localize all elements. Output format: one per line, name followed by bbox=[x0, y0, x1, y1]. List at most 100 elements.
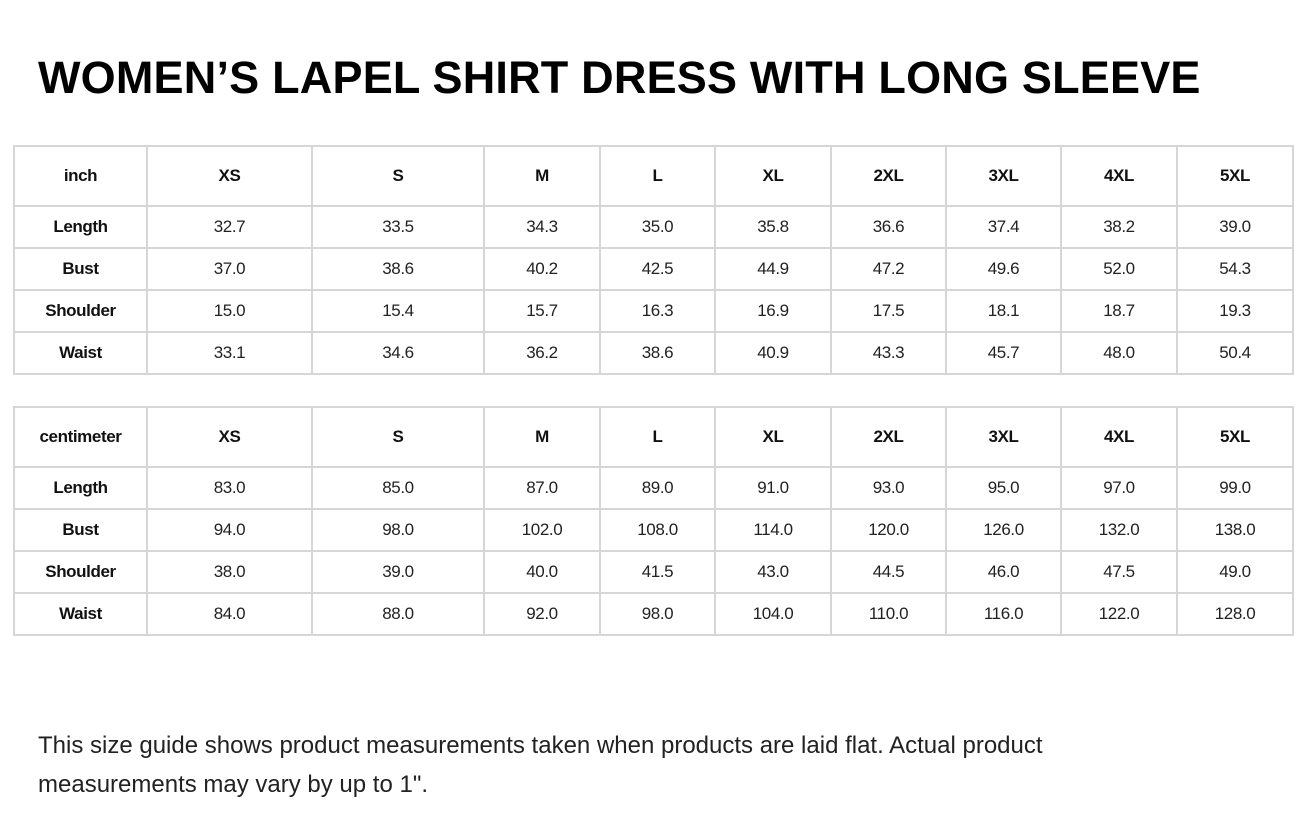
measurement-value: 102.0 bbox=[483, 508, 601, 552]
size-header: L bbox=[599, 145, 716, 207]
measurement-value: 39.0 bbox=[311, 550, 485, 594]
measurement-value: 32.7 bbox=[146, 205, 313, 249]
size-header: 5XL bbox=[1176, 145, 1294, 207]
measurement-value: 15.7 bbox=[483, 289, 601, 333]
measurement-value: 41.5 bbox=[599, 550, 716, 594]
measurement-value: 84.0 bbox=[146, 592, 313, 636]
size-header: 3XL bbox=[945, 145, 1062, 207]
measurement-label: Length bbox=[13, 205, 148, 249]
size-header: 4XL bbox=[1060, 145, 1178, 207]
size-header: XL bbox=[714, 145, 832, 207]
measurement-value: 126.0 bbox=[945, 508, 1062, 552]
measurement-value: 38.0 bbox=[146, 550, 313, 594]
measurement-label: Shoulder bbox=[13, 550, 148, 594]
measurement-label: Bust bbox=[13, 508, 148, 552]
measurement-value: 94.0 bbox=[146, 508, 313, 552]
measurement-value: 83.0 bbox=[146, 466, 313, 510]
measurement-value: 85.0 bbox=[311, 466, 485, 510]
measurement-value: 95.0 bbox=[945, 466, 1062, 510]
header-row: centimeter XS S M L XL 2XL 3XL 4XL 5XL bbox=[13, 406, 1294, 468]
measurement-value: 93.0 bbox=[830, 466, 947, 510]
size-header: M bbox=[483, 145, 601, 207]
measurement-value: 37.4 bbox=[945, 205, 1062, 249]
size-table-inch: inch XS S M L XL 2XL 3XL 4XL 5XL Length 32.7 33.5 34.… bbox=[13, 145, 1294, 375]
measurement-value: 46.0 bbox=[945, 550, 1062, 594]
measurement-value: 91.0 bbox=[714, 466, 832, 510]
measurement-value: 114.0 bbox=[714, 508, 832, 552]
measurement-value: 128.0 bbox=[1176, 592, 1294, 636]
table-row: Waist 33.1 34.6 36.2 38.6 40.9 43.3 45.7 48.0 50.… bbox=[13, 331, 1294, 375]
measurement-value: 35.0 bbox=[599, 205, 716, 249]
measurement-value: 38.6 bbox=[311, 247, 485, 291]
measurement-value: 120.0 bbox=[830, 508, 947, 552]
measurement-value: 33.1 bbox=[146, 331, 313, 375]
measurement-value: 18.7 bbox=[1060, 289, 1178, 333]
measurement-value: 15.4 bbox=[311, 289, 485, 333]
table-row: Length 83.0 85.0 87.0 89.0 91.0 93.0 95.0 97.0 99… bbox=[13, 466, 1294, 510]
measurement-value: 132.0 bbox=[1060, 508, 1178, 552]
header-row: inch XS S M L XL 2XL 3XL 4XL 5XL bbox=[13, 145, 1294, 207]
measurement-value: 54.3 bbox=[1176, 247, 1294, 291]
measurement-value: 88.0 bbox=[311, 592, 485, 636]
measurement-value: 104.0 bbox=[714, 592, 832, 636]
measurement-value: 15.0 bbox=[146, 289, 313, 333]
measurement-value: 50.4 bbox=[1176, 331, 1294, 375]
size-header: 2XL bbox=[830, 406, 947, 468]
measurement-value: 138.0 bbox=[1176, 508, 1294, 552]
unit-label: centimeter bbox=[13, 406, 148, 468]
measurement-value: 110.0 bbox=[830, 592, 947, 636]
measurement-label: Length bbox=[13, 466, 148, 510]
measurement-value: 108.0 bbox=[599, 508, 716, 552]
measurement-value: 92.0 bbox=[483, 592, 601, 636]
measurement-value: 47.5 bbox=[1060, 550, 1178, 594]
measurement-value: 40.9 bbox=[714, 331, 832, 375]
measurement-value: 36.2 bbox=[483, 331, 601, 375]
measurement-value: 98.0 bbox=[599, 592, 716, 636]
measurement-value: 16.9 bbox=[714, 289, 832, 333]
measurement-value: 37.0 bbox=[146, 247, 313, 291]
measurement-value: 87.0 bbox=[483, 466, 601, 510]
measurement-value: 38.2 bbox=[1060, 205, 1178, 249]
size-header: 3XL bbox=[945, 406, 1062, 468]
measurement-value: 18.1 bbox=[945, 289, 1062, 333]
size-header: XS bbox=[146, 406, 313, 468]
measurement-value: 16.3 bbox=[599, 289, 716, 333]
size-header: S bbox=[311, 145, 485, 207]
size-header: S bbox=[311, 406, 485, 468]
measurement-value: 34.3 bbox=[483, 205, 601, 249]
measurement-label: Bust bbox=[13, 247, 148, 291]
measurement-label: Waist bbox=[13, 331, 148, 375]
measurement-value: 17.5 bbox=[830, 289, 947, 333]
size-header: 4XL bbox=[1060, 406, 1178, 468]
measurement-value: 40.0 bbox=[483, 550, 601, 594]
measurement-value: 99.0 bbox=[1176, 466, 1294, 510]
measurement-value: 47.2 bbox=[830, 247, 947, 291]
measurement-value: 52.0 bbox=[1060, 247, 1178, 291]
size-header: L bbox=[599, 406, 716, 468]
size-table-centimeter: centimeter XS S M L XL 2XL 3XL 4XL 5XL Length 83.0 8… bbox=[13, 406, 1294, 636]
measurement-value: 49.6 bbox=[945, 247, 1062, 291]
table-row: Shoulder 15.0 15.4 15.7 16.3 16.9 17.5 18.1 18.7… bbox=[13, 289, 1294, 333]
size-header: XS bbox=[146, 145, 313, 207]
size-guide-note: This size guide shows product measuremen… bbox=[38, 732, 1043, 798]
measurement-value: 40.2 bbox=[483, 247, 601, 291]
unit-label: inch bbox=[13, 145, 148, 207]
measurement-value: 36.6 bbox=[830, 205, 947, 249]
measurement-value: 34.6 bbox=[311, 331, 485, 375]
table-row: Shoulder 38.0 39.0 40.0 41.5 43.0 44.5 46.0 47.5… bbox=[13, 550, 1294, 594]
measurement-label: Shoulder bbox=[13, 289, 148, 333]
measurement-label: Waist bbox=[13, 592, 148, 636]
measurement-value: 43.0 bbox=[714, 550, 832, 594]
measurement-value: 116.0 bbox=[945, 592, 1062, 636]
measurement-value: 19.3 bbox=[1176, 289, 1294, 333]
measurement-value: 48.0 bbox=[1060, 331, 1178, 375]
size-header: M bbox=[483, 406, 601, 468]
measurement-value: 35.8 bbox=[714, 205, 832, 249]
measurement-value: 49.0 bbox=[1176, 550, 1294, 594]
measurement-value: 98.0 bbox=[311, 508, 485, 552]
measurement-value: 33.5 bbox=[311, 205, 485, 249]
table-row: Waist 84.0 88.0 92.0 98.0 104.0 110.0 116.0 122.… bbox=[13, 592, 1294, 636]
measurement-value: 45.7 bbox=[945, 331, 1062, 375]
table-row: Length 32.7 33.5 34.3 35.0 35.8 36.6 37.4 38.2 39… bbox=[13, 205, 1294, 249]
table-row: Bust 37.0 38.6 40.2 42.5 44.9 47.2 49.6 52.0 54.3 bbox=[13, 247, 1294, 291]
